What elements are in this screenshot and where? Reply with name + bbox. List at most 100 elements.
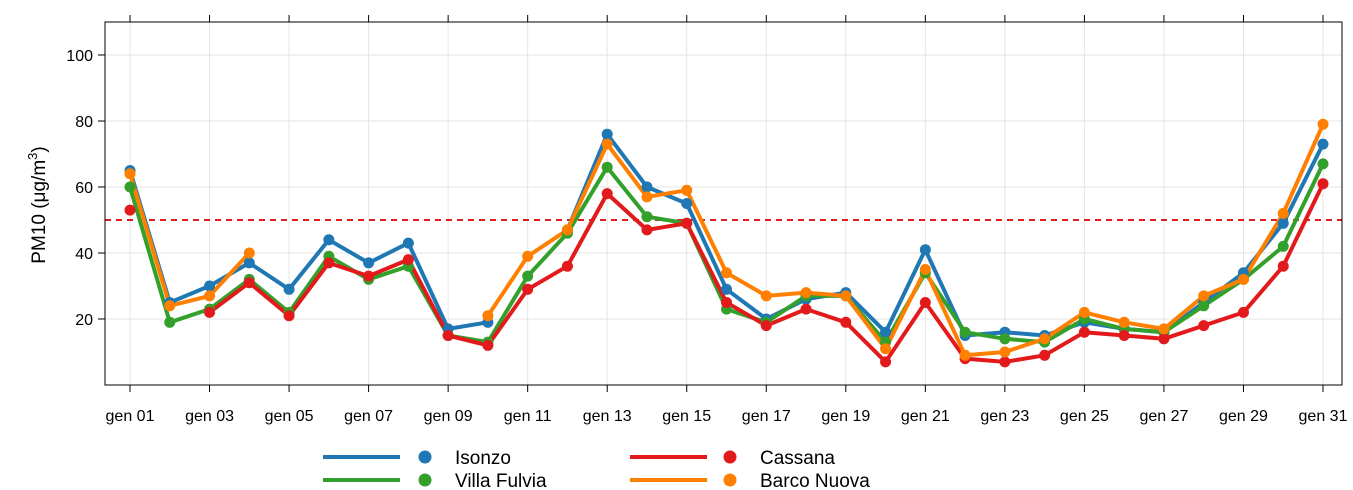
legend-label-villa-fulvia: Villa Fulvia (455, 471, 547, 490)
data-point-barco-nuova (204, 290, 216, 302)
y-tick-label: 40 (75, 246, 93, 263)
data-point-barco-nuova (561, 224, 573, 236)
data-point-cassana (800, 303, 812, 315)
data-point-isonzo (402, 237, 414, 249)
data-point-isonzo (919, 244, 931, 256)
data-point-isonzo (283, 283, 295, 295)
legend-label-barco-nuova: Barco Nuova (760, 471, 870, 490)
series-line-isonzo (128, 132, 1325, 338)
y-axis-title-main: PM10 ( (29, 202, 50, 264)
data-point-cassana (482, 339, 494, 351)
x-tick-label: gen 17 (742, 408, 791, 425)
x-tick-label: gen 25 (1060, 408, 1109, 425)
data-point-barco-nuova (880, 343, 892, 355)
data-point-cassana (760, 320, 772, 332)
data-point-villa-fulvia (999, 333, 1011, 345)
legend-label-isonzo: Isonzo (455, 448, 511, 469)
data-point-villa-fulvia (959, 326, 971, 338)
x-tick-label: gen 03 (185, 408, 234, 425)
y-axis-title-close: ) (29, 146, 50, 152)
x-tick-label: gen 15 (662, 408, 711, 425)
data-point-barco-nuova (1317, 118, 1329, 130)
data-point-villa-fulvia (601, 161, 613, 173)
data-point-barco-nuova (124, 168, 136, 180)
series-points (124, 118, 1329, 368)
legend-dot-barco-nuova (723, 473, 737, 487)
data-point-villa-fulvia (641, 211, 653, 223)
data-point-cassana (522, 283, 534, 295)
x-tick-label: gen 21 (901, 408, 950, 425)
data-point-barco-nuova (164, 300, 176, 312)
data-point-villa-fulvia (124, 181, 136, 193)
data-point-isonzo (681, 198, 693, 209)
series-line-barco-nuova (128, 122, 1325, 358)
data-point-cassana (999, 356, 1011, 368)
data-point-barco-nuova (721, 267, 732, 279)
data-point-isonzo (363, 257, 375, 269)
data-point-cassana (204, 306, 216, 318)
data-point-cassana (1118, 330, 1130, 341)
data-point-barco-nuova (1277, 207, 1289, 219)
data-point-barco-nuova (681, 184, 693, 196)
legend-dot-isonzo (418, 450, 432, 464)
y-axis-title-sup: 3 (25, 153, 40, 160)
plot-frame (104, 21, 1343, 386)
x-tick-label: gen 05 (265, 408, 314, 425)
data-point-cassana (1039, 349, 1051, 361)
data-point-cassana (1198, 320, 1210, 332)
x-tick-label: gen 19 (821, 408, 870, 425)
data-point-villa-fulvia (1277, 240, 1289, 252)
data-point-barco-nuova (601, 138, 613, 150)
data-point-barco-nuova (800, 287, 812, 299)
data-point-cassana (641, 224, 653, 236)
y-tick-label: 60 (75, 180, 93, 197)
data-point-cassana (919, 297, 931, 308)
data-point-cassana (601, 188, 613, 200)
legend-dot-villa-fulvia (418, 473, 432, 487)
x-tick-label: gen 27 (1139, 408, 1188, 425)
x-tick-label: gen 01 (106, 408, 155, 425)
data-point-cassana (1158, 333, 1170, 345)
x-tick-label: gen 11 (504, 408, 552, 425)
x-tick-label: gen 29 (1219, 408, 1268, 425)
data-point-villa-fulvia (1198, 300, 1210, 312)
x-tick-label: gen 07 (344, 408, 393, 425)
data-point-isonzo (601, 128, 613, 140)
data-point-cassana (243, 277, 255, 289)
data-point-cassana (363, 270, 375, 282)
y-tick-label: 20 (75, 312, 93, 329)
data-point-cassana (840, 316, 852, 328)
y-axis-title: PM10 (μg/m3) (25, 146, 50, 263)
data-point-isonzo (641, 181, 653, 193)
data-point-cassana (721, 297, 732, 308)
data-point-barco-nuova (482, 310, 494, 322)
data-point-barco-nuova (1118, 316, 1130, 328)
data-point-barco-nuova (1198, 290, 1210, 302)
data-point-cassana (283, 310, 295, 322)
grid (105, 22, 1342, 385)
data-point-barco-nuova (1078, 306, 1090, 318)
axes: 20 40 60 80 100 gen 01 gen 03 gen 05 gen 07 gen 0… (66, 15, 1348, 425)
data-point-barco-nuova (919, 264, 931, 275)
data-point-barco-nuova (641, 191, 653, 203)
data-point-barco-nuova (959, 349, 971, 361)
data-point-isonzo (880, 326, 892, 338)
data-point-cassana (1237, 306, 1249, 318)
data-point-cassana (1277, 260, 1289, 272)
data-point-cassana (323, 257, 335, 269)
y-tick-label: 100 (66, 48, 93, 65)
data-point-isonzo (721, 283, 732, 295)
data-point-cassana (442, 330, 454, 341)
legend-dot-cassana (723, 450, 737, 464)
data-point-barco-nuova (243, 247, 255, 259)
x-tick-label: gen 13 (583, 408, 632, 425)
data-point-cassana (124, 204, 136, 216)
legend: Isonzo Villa Fulvia Cassana Barco Nuova (323, 448, 870, 490)
data-point-isonzo (1277, 217, 1289, 229)
data-point-barco-nuova (1039, 333, 1051, 345)
data-point-cassana (1317, 178, 1329, 190)
data-point-villa-fulvia (164, 316, 176, 328)
legend-label-cassana: Cassana (760, 448, 835, 469)
data-point-cassana (561, 260, 573, 272)
data-point-barco-nuova (840, 290, 852, 302)
